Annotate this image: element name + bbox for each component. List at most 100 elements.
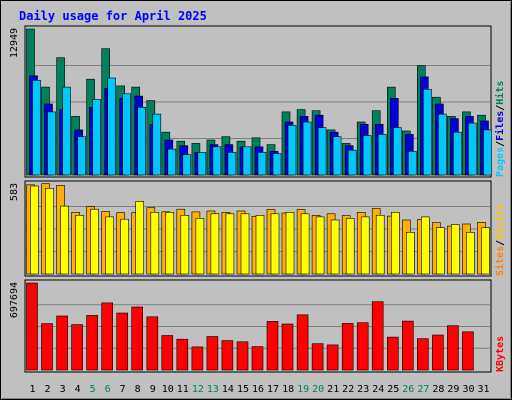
x-tick-28: 28 bbox=[432, 384, 444, 395]
bar-kbytes-kbytes-day-27 bbox=[416, 338, 429, 371]
bar-hits-pages-day-3 bbox=[62, 86, 71, 176]
bar-hits-pages-day-29 bbox=[453, 131, 462, 176]
bar-kbytes-kbytes-day-14 bbox=[221, 340, 234, 371]
bar-visits-sites-day-20 bbox=[315, 216, 325, 275]
x-tick-2: 2 bbox=[44, 384, 50, 395]
bar-visits-sites-day-16 bbox=[255, 215, 265, 275]
bar-visits-sites-day-25 bbox=[390, 212, 400, 275]
bar-kbytes-kbytes-day-13 bbox=[206, 336, 219, 371]
bar-kbytes-kbytes-day-26 bbox=[401, 320, 414, 371]
bar-hits-pages-day-2 bbox=[47, 111, 56, 176]
bar-hits-pages-day-9 bbox=[152, 113, 162, 176]
series-label-part-1: / bbox=[495, 141, 506, 147]
bar-visits-sites-day-27 bbox=[420, 216, 430, 275]
series-label-part-4: Hits bbox=[494, 81, 506, 105]
bar-visits-sites-day-21 bbox=[330, 219, 340, 275]
bar-visits-sites-day-28 bbox=[436, 227, 445, 275]
bar-kbytes-kbytes-day-6 bbox=[101, 302, 113, 371]
bar-hits-pages-day-10 bbox=[167, 148, 177, 176]
x-tick-24: 24 bbox=[372, 384, 384, 395]
bar-visits-sites-day-1 bbox=[30, 185, 39, 275]
bar-hits-pages-day-20 bbox=[317, 127, 327, 176]
bar-visits-sites-day-8 bbox=[135, 201, 144, 275]
x-tick-18: 18 bbox=[282, 384, 294, 395]
bar-kbytes-kbytes-day-29 bbox=[447, 325, 459, 371]
bar-hits-pages-day-15 bbox=[242, 146, 252, 176]
series-label-part-3: / bbox=[495, 105, 506, 111]
bar-hits-pages-day-6 bbox=[107, 77, 116, 176]
bar-kbytes-kbytes-day-4 bbox=[71, 324, 83, 371]
bar-kbytes-kbytes-day-1 bbox=[26, 282, 38, 371]
bar-kbytes-kbytes-day-28 bbox=[432, 334, 444, 371]
bar-hits-pages-day-28 bbox=[438, 113, 447, 176]
x-tick-30: 30 bbox=[462, 384, 474, 395]
x-tick-21: 21 bbox=[327, 384, 339, 395]
bar-visits-sites-day-17 bbox=[270, 213, 280, 275]
bar-visits-sites-day-9 bbox=[150, 212, 160, 275]
bar-kbytes-kbytes-day-16 bbox=[251, 346, 264, 371]
bar-hits-pages-day-12 bbox=[197, 152, 207, 176]
bar-kbytes-kbytes-day-9 bbox=[146, 316, 159, 371]
x-tick-29: 29 bbox=[447, 384, 459, 395]
x-tick-26: 26 bbox=[402, 384, 414, 395]
bar-hits-pages-day-7 bbox=[122, 93, 131, 176]
series-label-part-2: Visits bbox=[494, 204, 506, 240]
x-tick-22: 22 bbox=[342, 384, 354, 395]
bar-kbytes-kbytes-day-21 bbox=[326, 344, 339, 371]
panel-kbytes: 697694 KBytes bbox=[9, 279, 506, 373]
bar-visits-sites-day-7 bbox=[120, 218, 129, 275]
x-tick-16: 16 bbox=[252, 384, 264, 395]
x-tick-5: 5 bbox=[90, 384, 96, 395]
x-tick-31: 31 bbox=[477, 384, 489, 395]
bar-visits-sites-day-29 bbox=[451, 224, 460, 275]
x-tick-labels: 1 2 3 4 5 6 7 8 9 10 11 12 13 14 15 16 17 18 19 20 21 22 23 24 2… bbox=[29, 384, 489, 395]
bar-kbytes-kbytes-day-22 bbox=[341, 323, 354, 371]
max-label-hits: 12949 bbox=[9, 28, 20, 58]
bar-visits-sites-day-24 bbox=[375, 215, 385, 275]
bar-hits-pages-day-16 bbox=[257, 152, 267, 176]
x-tick-17: 17 bbox=[267, 384, 279, 395]
bar-visits-sites-day-6 bbox=[105, 216, 114, 275]
bar-visits-sites-day-4 bbox=[75, 215, 84, 275]
bar-kbytes-kbytes-day-7 bbox=[116, 312, 128, 371]
bar-kbytes-kbytes-day-24 bbox=[371, 301, 384, 371]
series-label-part-0: KBytes bbox=[495, 336, 506, 372]
max-label-visits: 583 bbox=[9, 183, 20, 201]
bar-kbytes-kbytes-day-30 bbox=[462, 331, 474, 371]
bar-kbytes-kbytes-day-15 bbox=[236, 341, 249, 371]
bar-hits-pages-day-13 bbox=[212, 146, 222, 176]
bar-kbytes-kbytes-day-2 bbox=[41, 323, 53, 371]
bar-visits-sites-day-3 bbox=[60, 205, 69, 275]
x-tick-23: 23 bbox=[357, 384, 369, 395]
x-tick-6: 6 bbox=[105, 384, 111, 395]
bar-kbytes-kbytes-day-5 bbox=[86, 315, 98, 371]
bar-hits-pages-day-11 bbox=[182, 154, 192, 176]
bar-visits-sites-day-19 bbox=[300, 213, 310, 275]
bar-visits-sites-day-26 bbox=[405, 232, 415, 275]
x-tick-8: 8 bbox=[135, 384, 141, 395]
bar-hits-pages-day-22 bbox=[347, 149, 357, 176]
bar-kbytes-kbytes-day-18 bbox=[281, 323, 294, 371]
bar-kbytes-kbytes-day-19 bbox=[296, 314, 309, 371]
bar-hits-pages-day-8 bbox=[137, 107, 146, 176]
bar-visits-sites-day-22 bbox=[345, 218, 355, 275]
bar-kbytes-kbytes-day-20 bbox=[311, 343, 324, 371]
bar-hits-pages-day-31 bbox=[483, 129, 492, 176]
x-tick-9: 9 bbox=[150, 384, 156, 395]
x-tick-4: 4 bbox=[75, 384, 81, 395]
series-label-hits: Pages/Files/Hits bbox=[494, 81, 506, 177]
bar-kbytes-kbytes-day-10 bbox=[161, 335, 174, 371]
x-tick-7: 7 bbox=[120, 384, 126, 395]
series-label-part-2: Files bbox=[494, 111, 506, 141]
series-label-part-1: / bbox=[495, 240, 506, 246]
bar-hits-pages-day-26 bbox=[407, 151, 417, 176]
bar-visits-sites-day-30 bbox=[466, 232, 475, 275]
max-label-kbytes: 697694 bbox=[9, 282, 20, 318]
bar-kbytes-kbytes-day-3 bbox=[56, 315, 68, 371]
bar-visits-sites-day-2 bbox=[45, 188, 54, 275]
bar-visits-sites-day-11 bbox=[180, 215, 190, 275]
x-tick-20: 20 bbox=[312, 384, 324, 395]
x-tick-12: 12 bbox=[192, 384, 204, 395]
panel-visits: 583 Sites/Visits bbox=[9, 180, 506, 277]
